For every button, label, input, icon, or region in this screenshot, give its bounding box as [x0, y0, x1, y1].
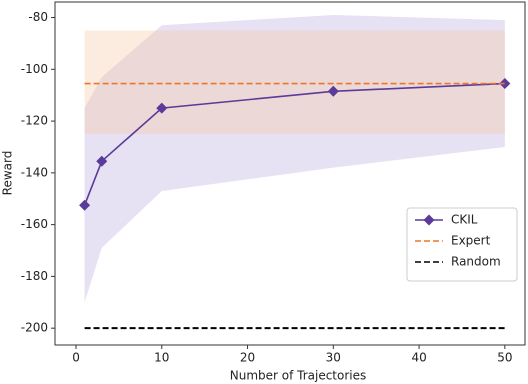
y-tick-label: -180	[21, 269, 48, 283]
plot-frame	[54, 1, 526, 346]
x-tick-label: 0	[72, 351, 80, 365]
x-tick-label: 10	[154, 351, 169, 365]
y-tick-label: -160	[21, 217, 48, 231]
data-point	[327, 85, 339, 97]
legend-label: CKIL	[451, 213, 478, 227]
y-tick-label: -100	[21, 62, 48, 76]
x-tick-label: 40	[411, 351, 426, 365]
legend-label: Random	[451, 255, 501, 269]
y-tick-label: -80	[28, 10, 48, 24]
y-tick-label: -140	[21, 165, 48, 179]
y-tick-label: -120	[21, 114, 48, 128]
y-axis-label: Reward	[1, 151, 15, 196]
legend-label: Expert	[451, 234, 491, 248]
x-axis-label: Number of Trajectories	[230, 369, 367, 383]
x-tick-label: 30	[326, 351, 341, 365]
data-point	[79, 199, 91, 211]
data-point	[156, 102, 168, 114]
x-tick-label: 20	[240, 351, 255, 365]
y-tick-label: -200	[21, 321, 48, 335]
data-point	[499, 78, 511, 90]
data-point	[96, 155, 108, 167]
x-tick-label: 50	[497, 351, 512, 365]
confidence-band	[84, 30, 505, 135]
confidence-band	[84, 14, 505, 303]
legend-marker	[423, 214, 435, 226]
